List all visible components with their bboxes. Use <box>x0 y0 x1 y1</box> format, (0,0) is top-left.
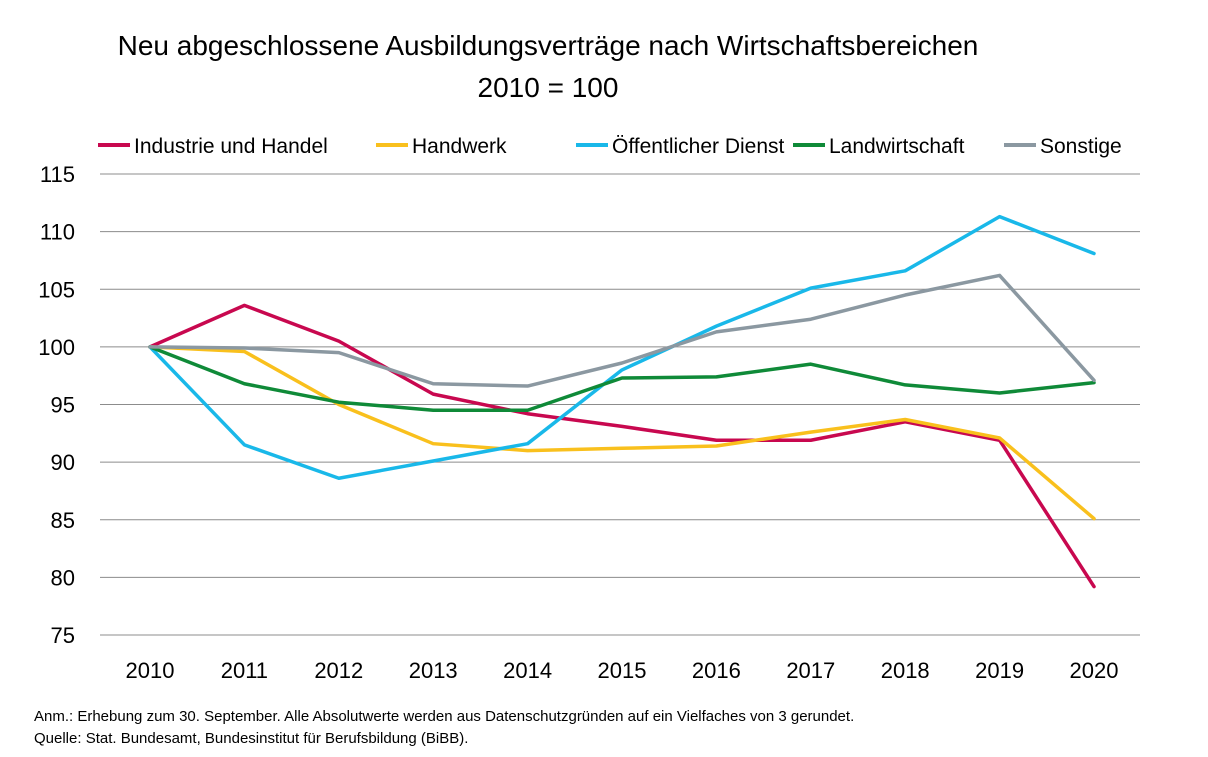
x-tick-label: 2013 <box>409 658 458 683</box>
x-tick-label: 2017 <box>786 658 835 683</box>
y-tick-label: 85 <box>51 508 75 533</box>
series-line-3 <box>148 345 1096 413</box>
y-tick-label: 110 <box>40 220 75 245</box>
chart-subtitle: 2010 = 100 <box>478 72 619 103</box>
y-tick-label: 105 <box>38 277 75 302</box>
y-tick-label: 80 <box>51 565 75 590</box>
x-axis-tick-labels: 2010 2011 2012 2013 2014 2015 2016 2017 2018 2019… <box>126 658 1119 683</box>
chart-title: Neu abgeschlossene Ausbildungsverträge n… <box>118 30 979 61</box>
legend-label: Handwerk <box>412 135 507 158</box>
x-tick-label: 2019 <box>975 658 1024 683</box>
legend-label: Landwirtschaft <box>829 135 965 158</box>
series-line-0 <box>148 303 1096 589</box>
x-tick-label: 2020 <box>1070 658 1119 683</box>
x-tick-label: 2014 <box>503 658 552 683</box>
series-line-2 <box>148 214 1096 481</box>
x-tick-label: 2015 <box>598 658 647 683</box>
x-tick-label: 2012 <box>314 658 363 683</box>
x-tick-label: 2010 <box>126 658 175 683</box>
legend-label: Öffentlicher Dienst <box>612 135 785 158</box>
legend-item: Sonstige <box>1004 135 1122 158</box>
legend-item: Landwirtschaft <box>793 135 965 158</box>
footnote-remark: Anm.: Erhebung zum 30. September. Alle A… <box>34 708 854 725</box>
legend-item: Handwerk <box>376 135 507 158</box>
legend-label: Sonstige <box>1040 135 1122 158</box>
series-lines <box>148 214 1096 589</box>
y-tick-label: 75 <box>51 623 75 648</box>
y-tick-label: 90 <box>51 450 75 475</box>
x-tick-label: 2018 <box>881 658 930 683</box>
grid <box>100 173 1140 636</box>
y-axis-tick-labels: 115 110 105 100 95 90 85 80 75 <box>38 162 75 648</box>
legend: Industrie und Handel Handwerk Öffentlicher… <box>98 135 1122 158</box>
y-tick-label: 100 <box>38 335 75 360</box>
footnote-source: Quelle: Stat. Bundesamt, Bundesinstitut … <box>34 730 468 747</box>
series-line-4 <box>148 273 1096 388</box>
legend-item: Öffentlicher Dienst <box>576 135 785 158</box>
legend-item: Industrie und Handel <box>98 135 328 158</box>
y-tick-label: 95 <box>51 393 75 418</box>
x-tick-label: 2016 <box>692 658 741 683</box>
series-line-1 <box>148 345 1096 521</box>
y-tick-label: 115 <box>40 162 75 187</box>
x-tick-label: 2011 <box>221 658 268 683</box>
legend-label: Industrie und Handel <box>134 135 328 158</box>
